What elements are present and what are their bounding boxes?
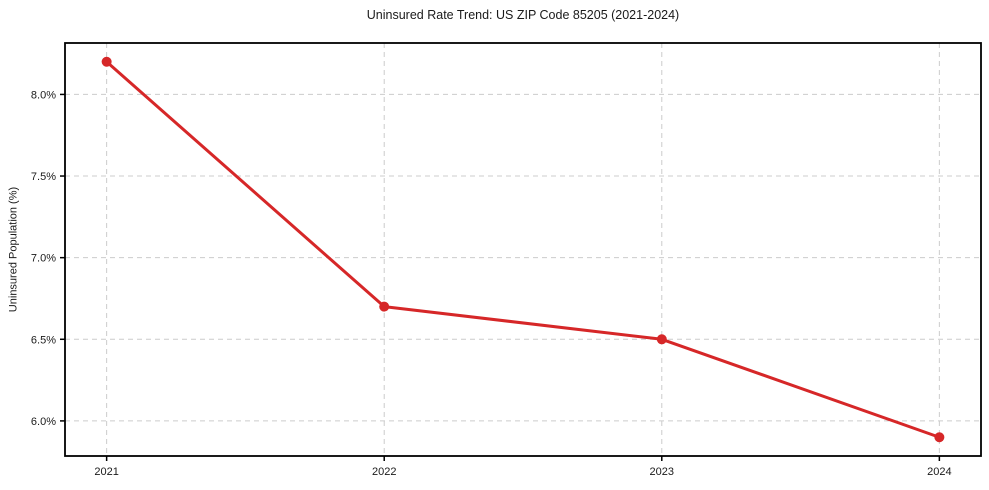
y-axis-label: Uninsured Population (%) <box>7 186 20 313</box>
data-point-marker <box>656 334 667 345</box>
data-point-marker <box>101 56 112 67</box>
y-tick-label: 8.0% <box>31 89 56 101</box>
x-tick-label: 2022 <box>372 466 396 478</box>
trend-line <box>105 60 941 439</box>
y-tick-label: 7.0% <box>31 253 56 265</box>
data-point-marker <box>934 432 945 443</box>
x-tick-label: 2023 <box>650 466 674 478</box>
y-tick-label: 7.5% <box>31 171 56 183</box>
y-tick-label: 6.5% <box>31 334 56 346</box>
data-point-marker <box>379 301 390 312</box>
chart-title: Uninsured Rate Trend: US ZIP Code 85205 … <box>366 8 680 22</box>
axes-spines <box>64 42 982 457</box>
x-tick-label: 2021 <box>94 466 118 478</box>
y-tick-label: 6.0% <box>31 416 56 428</box>
x-tick-label: 2024 <box>927 466 951 478</box>
